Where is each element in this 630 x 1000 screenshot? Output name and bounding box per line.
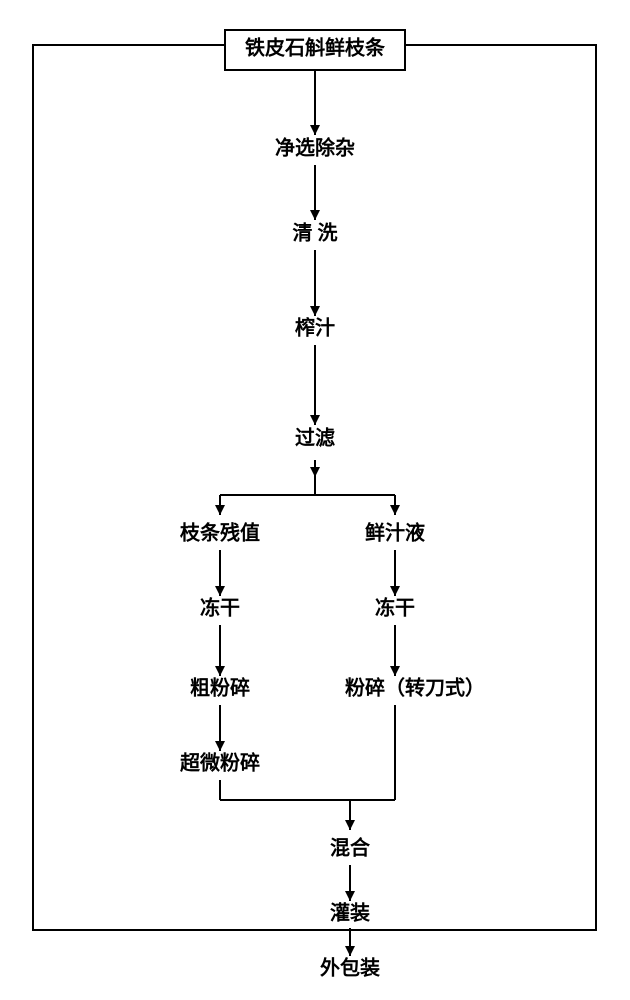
node-n_wash: 清 洗 (293, 221, 338, 245)
node-n_ultra: 超微粉碎 (179, 751, 260, 775)
node-n_clean: 净选除杂 (275, 136, 355, 160)
node-n_coarse: 粗粉碎 (190, 676, 250, 700)
node-n_rotary: 粉碎（转刀式） (345, 676, 485, 700)
node-n_mix: 混合 (330, 836, 371, 860)
node-n_filter: 过滤 (295, 427, 335, 450)
flowchart-canvas: 铁皮石斛鲜枝条净选除杂清 洗榨汁过滤枝条残值 鲜汁液冻干 冻干粗粉碎 粉碎（转刀式） 超… (0, 0, 630, 1000)
node-n_liquid: 鲜汁液 (365, 521, 426, 545)
node-n_fd_r: 冻干 (375, 596, 415, 620)
node-n_residue: 枝条残值 (180, 521, 260, 545)
node-n_juice: 榨汁 (295, 316, 335, 340)
node-n_fill: 灌装 (330, 901, 370, 925)
node-n_pack: 外包装 (320, 956, 380, 980)
node-n_source: 铁皮石斛鲜枝条 (245, 36, 386, 60)
node-n_fd_l: 冻干 (200, 596, 240, 620)
